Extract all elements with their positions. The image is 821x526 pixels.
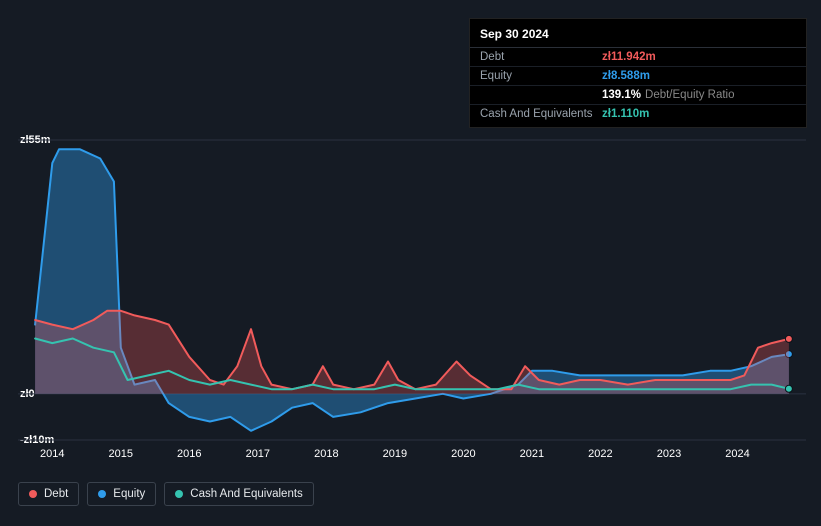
tooltip-row-value: zł8.588m xyxy=(602,70,650,82)
legend-dot-icon xyxy=(29,490,37,498)
chart-widget: { "tooltip": { "title": "Sep 30 2024", "… xyxy=(0,0,821,526)
legend-label: Equity xyxy=(113,488,145,500)
legend-label: Debt xyxy=(44,488,68,500)
legend: Debt Equity Cash And Equivalents xyxy=(18,482,314,506)
x-tick-label: 2017 xyxy=(246,448,270,460)
tooltip-row: Cash And Equivalentszł1.110m xyxy=(470,105,806,123)
x-tick-label: 2019 xyxy=(383,448,407,460)
x-tick-label: 2016 xyxy=(177,448,201,460)
x-tick-label: 2024 xyxy=(725,448,749,460)
legend-dot-icon xyxy=(98,490,106,498)
legend-dot-icon xyxy=(175,490,183,498)
x-tick-label: 2023 xyxy=(657,448,681,460)
tooltip-row: Debtzł11.942m xyxy=(470,48,806,67)
x-tick-label: 2014 xyxy=(40,448,64,460)
x-tick-label: 2020 xyxy=(451,448,475,460)
tooltip-row-label: Equity xyxy=(480,70,602,82)
tooltip-row: Equityzł8.588m xyxy=(470,67,806,86)
x-tick-label: 2021 xyxy=(520,448,544,460)
tooltip-row-value: zł1.110m xyxy=(602,108,649,120)
x-tick-label: 2022 xyxy=(588,448,612,460)
chart-plot-area xyxy=(18,140,806,440)
legend-item[interactable]: Cash And Equivalents xyxy=(164,482,314,506)
x-axis: 2014 2015 2016 2017 2018 2019 2020 2021 2022 2023… xyxy=(18,448,806,468)
x-tick-label: 2018 xyxy=(314,448,338,460)
tooltip-row: 139.1% Debt/Equity Ratio xyxy=(470,86,806,105)
chart-svg xyxy=(18,140,806,440)
tooltip-panel: Sep 30 2024 Debtzł11.942mEquityzł8.588m1… xyxy=(469,18,807,128)
tooltip-row-suffix: Debt/Equity Ratio xyxy=(645,89,735,101)
tooltip-date: Sep 30 2024 xyxy=(470,23,806,48)
legend-item[interactable]: Equity xyxy=(87,482,156,506)
legend-label: Cash And Equivalents xyxy=(190,488,303,500)
tooltip-row-value: zł11.942m xyxy=(602,51,656,63)
tooltip-row-value: 139.1% xyxy=(602,89,641,101)
legend-item[interactable]: Debt xyxy=(18,482,79,506)
tooltip-row-label: Cash And Equivalents xyxy=(480,108,602,120)
tooltip-row-label: Debt xyxy=(480,51,602,63)
x-tick-label: 2015 xyxy=(109,448,133,460)
